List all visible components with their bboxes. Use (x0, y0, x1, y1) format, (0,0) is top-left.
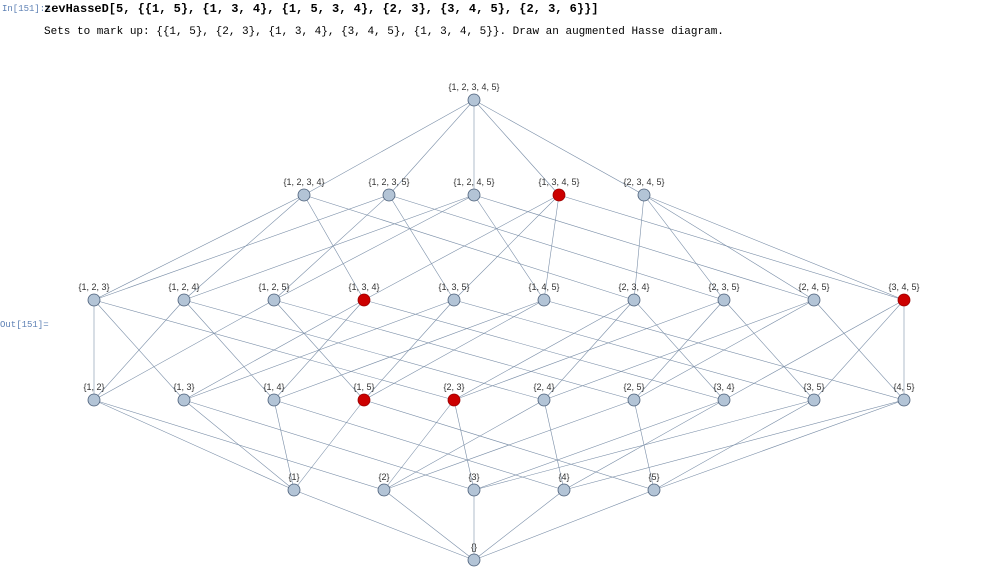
hasse-edge (94, 195, 389, 300)
hasse-node-label: {} (471, 542, 477, 552)
hasse-node-label: {4} (558, 472, 569, 482)
hasse-edge (384, 490, 474, 560)
input-expression: zevHasseD[5, {{1, 5}, {1, 3, 4}, {1, 5, … (44, 2, 599, 16)
hasse-node (718, 294, 730, 306)
hasse-node-label: {2, 3, 4} (618, 282, 649, 292)
hasse-node (468, 189, 480, 201)
hasse-node (268, 394, 280, 406)
hasse-node-label: {1, 2, 4, 5} (453, 177, 494, 187)
hasse-node (88, 394, 100, 406)
hasse-node-label: {2, 3, 5} (708, 282, 739, 292)
hasse-node (718, 394, 730, 406)
hasse-node-label: {1, 4, 5} (528, 282, 559, 292)
hasse-node (88, 294, 100, 306)
hasse-edge (94, 400, 294, 490)
hasse-node (268, 294, 280, 306)
hasse-node-label: {2, 3} (443, 382, 464, 392)
hasse-node-marked (358, 294, 370, 306)
hasse-edge (294, 490, 474, 560)
hasse-node (468, 554, 480, 566)
hasse-node-label: {1, 3, 4} (348, 282, 379, 292)
hasse-node-marked (553, 189, 565, 201)
hasse-edge (184, 300, 274, 400)
hasse-node (468, 484, 480, 496)
hasse-node-label: {2} (378, 472, 389, 482)
hasse-node-label: {2, 4} (533, 382, 554, 392)
hasse-node (538, 394, 550, 406)
hasse-edge (644, 195, 904, 300)
hasse-node (558, 484, 570, 496)
hasse-edge (474, 490, 654, 560)
hasse-node-label: {1, 2, 3, 5} (368, 177, 409, 187)
hasse-node (538, 294, 550, 306)
hasse-node (448, 294, 460, 306)
hasse-node-label: {5} (648, 472, 659, 482)
output-description: Sets to mark up: {{1, 5}, {2, 3}, {1, 3,… (44, 26, 724, 38)
hasse-node (178, 394, 190, 406)
hasse-node-marked (898, 294, 910, 306)
hasse-edge (544, 300, 814, 400)
hasse-node-label: {1, 2, 5} (258, 282, 289, 292)
hasse-node-label: {1, 3, 4, 5} (538, 177, 579, 187)
hasse-node (298, 189, 310, 201)
hasse-edge (184, 400, 294, 490)
hasse-node (808, 394, 820, 406)
hasse-node-label: {3, 5} (803, 382, 824, 392)
hasse-edge (184, 195, 474, 300)
hasse-edge (294, 400, 364, 490)
output-cell-label: Out[151]= (0, 320, 49, 330)
hasse-node-label: {1, 2, 3, 4, 5} (448, 82, 499, 92)
hasse-edge (384, 400, 634, 490)
hasse-node (638, 189, 650, 201)
hasse-edge (474, 490, 564, 560)
hasse-node (808, 294, 820, 306)
hasse-node-marked (448, 394, 460, 406)
hasse-edge (654, 400, 904, 490)
hasse-node-marked (358, 394, 370, 406)
hasse-node-label: {3, 4} (713, 382, 734, 392)
hasse-node-label: {2, 4, 5} (798, 282, 829, 292)
hasse-node-label: {2, 5} (623, 382, 644, 392)
hasse-node (383, 189, 395, 201)
hasse-node (628, 294, 640, 306)
hasse-node-label: {1, 2} (83, 382, 104, 392)
hasse-diagram: {1, 2, 3, 4, 5} {1, 2, 3, 4} {1, 2, 3, 5} {… (44, 50, 983, 572)
hasse-edge (454, 300, 724, 400)
hasse-node (648, 484, 660, 496)
hasse-edge (564, 400, 904, 490)
hasse-node-label: {1, 3} (173, 382, 194, 392)
hasse-edge (384, 400, 454, 490)
hasse-edge (274, 300, 544, 400)
hasse-edge (184, 300, 454, 400)
hasse-node-label: {1, 2, 3} (78, 282, 109, 292)
hasse-node (288, 484, 300, 496)
hasse-node-label: {3, 4, 5} (888, 282, 919, 292)
hasse-edge (724, 300, 814, 400)
hasse-node-label: {1, 3, 5} (438, 282, 469, 292)
hasse-edge (474, 400, 814, 490)
hasse-node-label: {1, 2, 3, 4} (283, 177, 324, 187)
hasse-node (178, 294, 190, 306)
hasse-node-label: {2, 3, 4, 5} (623, 177, 664, 187)
hasse-node (378, 484, 390, 496)
hasse-node-label: {1, 5} (353, 382, 374, 392)
hasse-node-label: {1, 2, 4} (168, 282, 199, 292)
hasse-node-label: {1} (288, 472, 299, 482)
hasse-node (468, 94, 480, 106)
hasse-node-label: {1, 4} (263, 382, 284, 392)
hasse-node-label: {4, 5} (893, 382, 914, 392)
hasse-node (628, 394, 640, 406)
hasse-node-label: {3} (468, 472, 479, 482)
hasse-edge (474, 400, 724, 490)
hasse-node (898, 394, 910, 406)
